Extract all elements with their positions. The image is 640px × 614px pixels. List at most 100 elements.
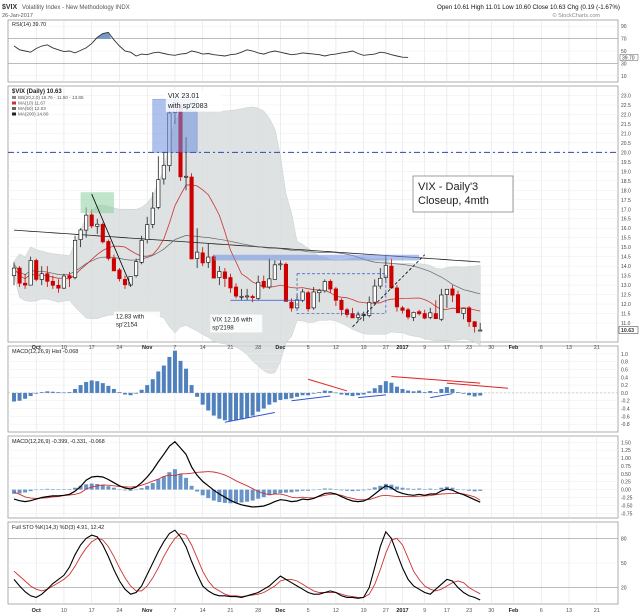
macd-hist-bar [306, 489, 311, 491]
candle-body [45, 273, 50, 282]
macd-hist-bar [28, 489, 33, 492]
hist-bar [317, 392, 322, 393]
price-axis-label: 14.5 [621, 255, 631, 261]
hist-bar [345, 392, 349, 396]
candle-body [67, 275, 72, 279]
hist-bar [222, 392, 227, 421]
macd-axis-label: 0.75 [621, 464, 631, 470]
header-name: Volatility Index - New Methodology INDX [22, 5, 130, 11]
candle-body [195, 251, 200, 259]
divergence-line-blue [358, 394, 386, 399]
hist-bar [206, 392, 211, 411]
hist-bar [328, 390, 333, 393]
candle-body [89, 214, 94, 227]
hist-bar [156, 371, 161, 393]
hist-axis-label: -0.8 [621, 422, 630, 428]
candle-body [306, 292, 311, 310]
macd-hist-bar [100, 484, 105, 490]
x-tick-label: 19 [361, 345, 367, 351]
hist-axis-label: -0.6 [621, 414, 630, 420]
x-tick-label: 13 [566, 345, 572, 351]
hist-bar [350, 392, 355, 397]
hist-bar [389, 382, 394, 393]
candle-body [184, 175, 189, 178]
hist-bar [172, 350, 177, 393]
hist-bar [100, 383, 105, 393]
price-axis-label: 21.0 [621, 131, 631, 137]
legend-swatch [12, 107, 16, 110]
rsi-axis-label: 70 [621, 37, 627, 43]
candle-body [34, 260, 39, 280]
x-tick-label: 2017 [396, 608, 408, 614]
price-axis-label: 18.5 [621, 179, 631, 185]
macd-axis-label: -0.75 [621, 511, 633, 517]
price-axis-label: 15.5 [621, 236, 631, 242]
x-tick-label: 9 [423, 345, 426, 351]
hist-bar [50, 391, 55, 393]
macd-hist-bar [461, 489, 466, 491]
note-peak-bg [165, 89, 222, 112]
hist-bar [200, 392, 205, 405]
macd-axis-label: 1.00 [621, 456, 631, 462]
legend-swatch [12, 112, 16, 116]
macd-hist-bar [245, 489, 250, 502]
candle-body [461, 308, 466, 314]
hist-bar [123, 392, 127, 395]
hist-bar [134, 392, 139, 394]
macd-hist-bar [361, 489, 366, 491]
macd-hist-bar [350, 489, 355, 492]
callout-box [412, 175, 514, 213]
hist-bar [256, 392, 261, 412]
macd-hist-bar [339, 489, 344, 491]
x-tick-label: 7 [173, 608, 176, 614]
candle-body [111, 258, 116, 272]
x-tick-label: 23 [466, 345, 472, 351]
macd-hist-bar [272, 489, 277, 495]
macd-hist-bar [56, 489, 61, 490]
header-ohlc: Open 10.61 High 11.01 Low 10.60 Close 10… [437, 4, 620, 11]
candle-body [78, 229, 83, 240]
x-tick-label: 28 [255, 345, 261, 351]
candle-body [272, 264, 277, 280]
candle-body [300, 291, 305, 301]
hist-axis-label: 1.0 [621, 352, 628, 358]
candle-body [106, 241, 111, 259]
macd-hist-bar [184, 477, 189, 490]
x-tick-label: 27 [383, 345, 389, 351]
macd-hist-bar [239, 489, 244, 503]
candle-body [344, 309, 350, 315]
hist-bar [378, 385, 383, 393]
price-legend-item: BB(20,2.0) 16.76 - 11.50 - 13.85 [18, 95, 84, 100]
price-axis-label: 12.5 [621, 293, 631, 299]
green-highlight-box [80, 192, 114, 214]
hist-bar [12, 392, 16, 402]
hist-bar [89, 380, 94, 393]
hist-bar [456, 392, 460, 393]
macd-hist-bar [222, 489, 227, 503]
macd-hist-bar [78, 485, 83, 490]
x-tick-label: 12 [333, 345, 339, 351]
macd-axis-label: 0.25 [621, 480, 631, 486]
x-tick-label: 5 [307, 608, 310, 614]
macd-hist-bar [228, 489, 233, 504]
hist-bar [139, 389, 144, 393]
divergence-line-red [308, 378, 348, 392]
candle-body [189, 176, 194, 260]
x-tick-label: Feb [509, 608, 519, 614]
macd-axis-label: 1.50 [621, 440, 631, 446]
price-axis-label: 15.0 [621, 245, 631, 251]
hist-axis-label: -0.4 [621, 407, 630, 413]
hist-bar [128, 392, 133, 396]
price-axis-label: 12.0 [621, 302, 631, 308]
uptrend-line [352, 254, 425, 328]
x-tick-label: 21 [227, 608, 233, 614]
macd-hist-bar [283, 489, 288, 493]
hist-axis-label: 0.6 [621, 367, 628, 373]
macd-hist-bar [128, 489, 133, 491]
sto-axis-label: 80 [621, 536, 627, 542]
candle-body [56, 284, 61, 289]
candle-body [411, 312, 416, 318]
macd-hist-bar [422, 489, 427, 490]
hist-bar [28, 392, 33, 397]
hist-bar [245, 392, 250, 418]
